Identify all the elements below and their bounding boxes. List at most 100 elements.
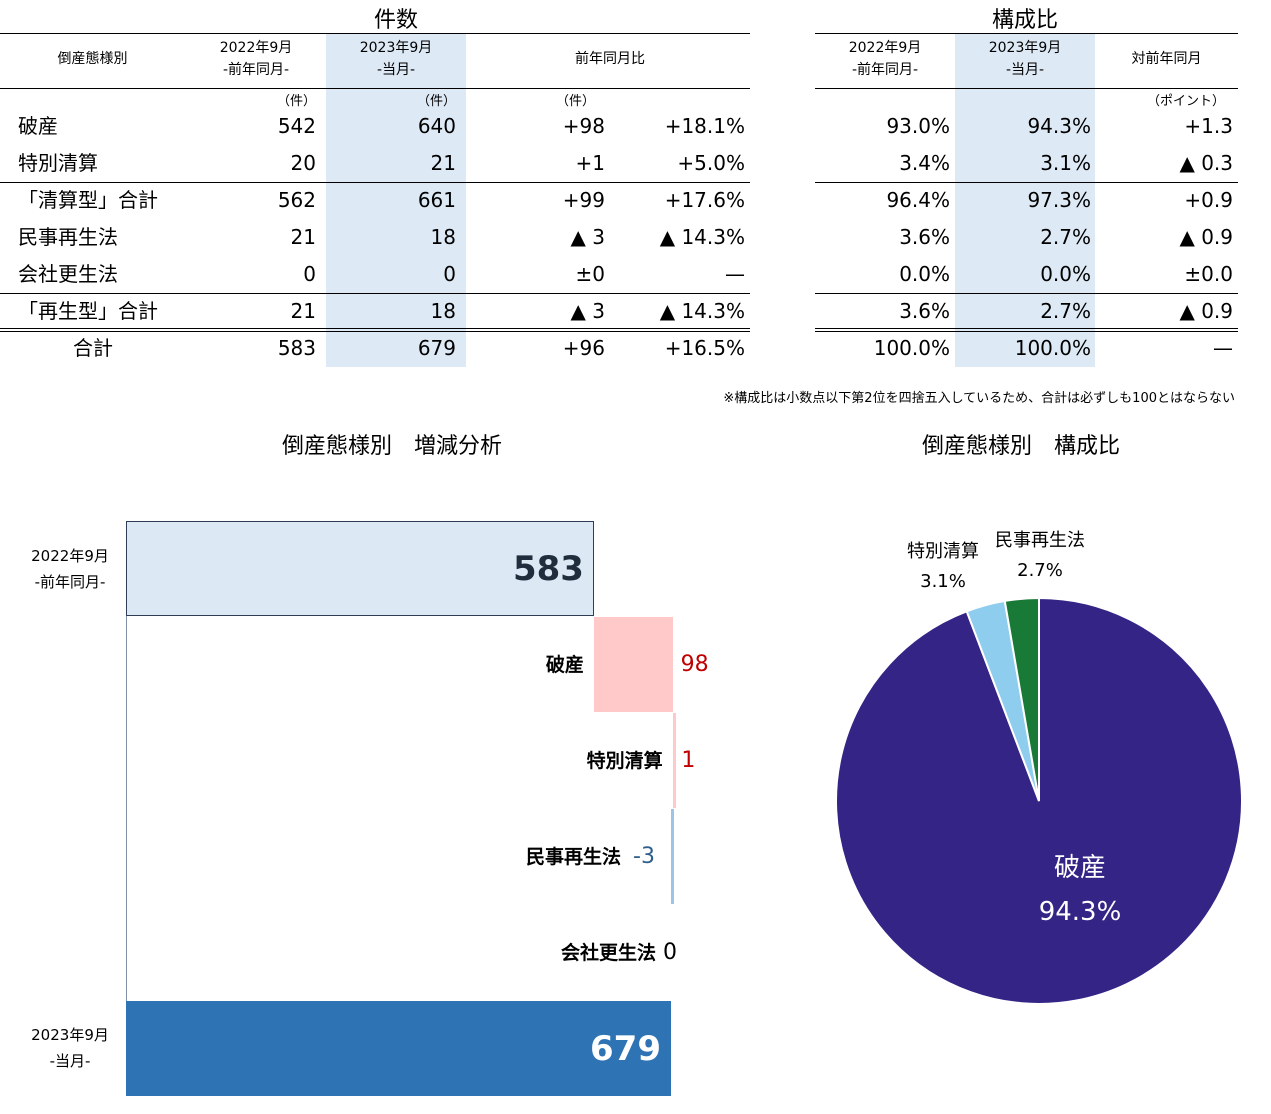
cell-share-curr: 100.0% [1014, 336, 1091, 360]
unit-points: （ポイント） [1146, 94, 1225, 109]
cell-prev: 562 [277, 188, 316, 212]
waterfall-delta-1: 98 [680, 652, 709, 677]
cell-prev: 0 [303, 262, 316, 286]
cell-prev: 583 [277, 336, 316, 360]
waterfall-bar-start [126, 521, 594, 616]
pie-slice-3 [1003, 596, 1040, 802]
cell-share-diff: ▲ 0.3 [1179, 151, 1233, 175]
pie-slice-label-1: 破産 94.3% [1000, 846, 1160, 934]
count-table-title: 件数 [373, 8, 418, 33]
waterfall-value-end: 679 [590, 1029, 661, 1069]
cell-label: 合計 [73, 336, 113, 360]
waterfall-bar-end [126, 1001, 671, 1096]
waterfall-axis [126, 521, 127, 1096]
cell-share-curr: 2.7% [1040, 225, 1091, 249]
rehab-subtotal-rule [0, 293, 750, 294]
header-share-prev-line2: -前年同月- [851, 62, 919, 78]
liquidation-subtotal-rule [0, 182, 750, 183]
waterfall-title: 倒産態様別 増減分析 [282, 434, 503, 459]
rounding-note: ※構成比は小数点以下第2位を四捨五入しているため、合計は必ずしも100とはならな… [723, 391, 1235, 406]
cell-diff: ▲ 3 [570, 299, 605, 323]
cell-prev: 21 [290, 299, 316, 323]
cell-share-prev: 100.0% [873, 336, 950, 360]
waterfall-category-2: 特別清算 [586, 750, 663, 772]
cell-pct: — [725, 262, 745, 286]
header-prev-line2: -前年同月- [222, 62, 290, 78]
cell-share-curr: 97.3% [1027, 188, 1091, 212]
waterfall-end-label-line1: 2023年9月 [31, 1026, 109, 1044]
cell-share-prev: 93.0% [886, 114, 950, 138]
cell-share-curr: 94.3% [1027, 114, 1091, 138]
cell-pct: +5.0% [677, 151, 745, 175]
share-rehab-subtotal-rule [815, 293, 1238, 294]
cell-share-prev: 96.4% [886, 188, 950, 212]
share-liquidation-subtotal-rule [815, 182, 1238, 183]
cell-share-prev: 0.0% [899, 262, 950, 286]
cell-curr: 18 [430, 225, 456, 249]
cell-diff: ▲ 3 [570, 225, 605, 249]
header-category: 倒産態様別 [57, 51, 128, 67]
cell-share-diff: ▲ 0.9 [1179, 225, 1233, 249]
cell-diff: ±0 [575, 262, 605, 286]
cell-share-diff: ▲ 0.9 [1179, 299, 1233, 323]
cell-diff: +98 [562, 114, 605, 138]
waterfall-end-label-line2: -当月- [49, 1052, 91, 1070]
waterfall-category-4: 会社更生法 [560, 942, 656, 964]
cell-pct: ▲ 14.3% [659, 299, 745, 323]
waterfall-bar-1 [593, 617, 673, 712]
waterfall-bar-3 [671, 809, 674, 904]
share-table-title: 構成比 [991, 8, 1058, 33]
waterfall-category-3: 民事再生法 [525, 846, 621, 868]
header-share-prev-line1: 2022年9月 [848, 40, 922, 56]
waterfall-delta-4: 0 [663, 940, 677, 965]
header-curr-line2: -当月- [376, 62, 416, 78]
header-curr-line1: 2023年9月 [359, 40, 433, 56]
cell-curr: 21 [430, 151, 456, 175]
unit-curr: （件） [416, 94, 456, 109]
waterfall-start-label: 2022年9月 -前年同月- [10, 543, 130, 595]
waterfall-start-label-line2: -前年同月- [34, 573, 106, 591]
unit-prev: （件） [276, 94, 316, 109]
cell-share-prev: 3.6% [899, 299, 950, 323]
pie-slice-name-2: 特別清算 [907, 541, 979, 562]
cell-curr: 679 [417, 336, 456, 360]
header-share-diff: 対前年同月 [1131, 51, 1202, 67]
waterfall-start-label-line1: 2022年9月 [31, 547, 109, 565]
share-table-top-rule [815, 33, 1238, 34]
cell-diff: +96 [562, 336, 605, 360]
cell-label: 「清算型」合計 [18, 188, 158, 212]
cell-share-diff: +0.9 [1184, 188, 1233, 212]
header-share-curr: 2023年9月 -当月- [955, 37, 1095, 81]
cell-prev: 542 [277, 114, 316, 138]
waterfall-delta-2: 1 [681, 748, 696, 773]
pie-slice-value-1: 94.3% [1038, 897, 1122, 927]
cell-curr: 661 [417, 188, 456, 212]
header-prev: 2022年9月 -前年同月- [186, 37, 326, 81]
pie-slice-value-2: 3.1% [920, 571, 966, 592]
waterfall-end-label: 2023年9月 -当月- [10, 1022, 130, 1074]
cell-curr: 0 [443, 262, 456, 286]
header-bottom-rule [0, 88, 750, 89]
table-top-rule [0, 33, 750, 34]
pie-slice-label-2: 特別清算 3.1% [863, 540, 1023, 594]
cell-share-curr: 0.0% [1040, 262, 1091, 286]
share-header-bottom-rule [815, 88, 1238, 89]
cell-label: 「再生型」合計 [18, 299, 158, 323]
cell-curr: 18 [430, 299, 456, 323]
cell-curr: 640 [417, 114, 456, 138]
waterfall-value-start: 583 [512, 549, 584, 589]
cell-share-curr: 3.1% [1040, 151, 1091, 175]
header-share-prev: 2022年9月 -前年同月- [815, 37, 955, 81]
waterfall-category-1: 破産 [545, 654, 584, 676]
header-prev-line1: 2022年9月 [219, 40, 293, 56]
cell-share-prev: 3.4% [899, 151, 950, 175]
cell-diff: +99 [562, 188, 605, 212]
pie-slice-name-3: 民事再生法 [995, 530, 1085, 551]
cell-diff: +1 [575, 151, 605, 175]
cell-share-curr: 2.7% [1040, 299, 1091, 323]
cell-prev: 20 [290, 151, 316, 175]
cell-pct: +16.5% [664, 336, 745, 360]
header-share-curr-line1: 2023年9月 [988, 40, 1062, 56]
header-curr: 2023年9月 -当月- [326, 37, 466, 81]
